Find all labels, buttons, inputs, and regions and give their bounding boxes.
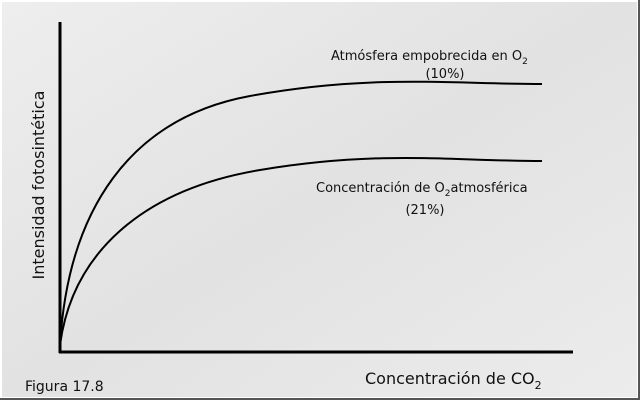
caption: Figura 17.8 <box>25 379 104 395</box>
label-text: Atmósfera empobrecida en O <box>331 49 522 64</box>
label-sub: 2 <box>535 379 542 392</box>
label-sub: 2 <box>445 189 451 199</box>
label-text: Concentración de CO <box>365 369 535 388</box>
curve-label: Atmósfera empobrecida en O2 <box>331 49 528 67</box>
curve-low-o2 <box>59 80 543 346</box>
label-text: atmosférica <box>451 181 528 196</box>
curve-atmospheric-o2 <box>59 156 543 346</box>
label-sub: 2 <box>522 57 528 67</box>
curve-note: (21%) <box>405 203 444 218</box>
curve-label: Concentración de O2atmosférica <box>316 181 528 199</box>
y-axis-label: Intensidad fotosintética <box>29 91 48 280</box>
label-text: Concentración de O <box>316 181 445 196</box>
x-axis-label: Concentración de CO2 <box>365 369 542 392</box>
curve-note: (10%) <box>425 67 464 82</box>
